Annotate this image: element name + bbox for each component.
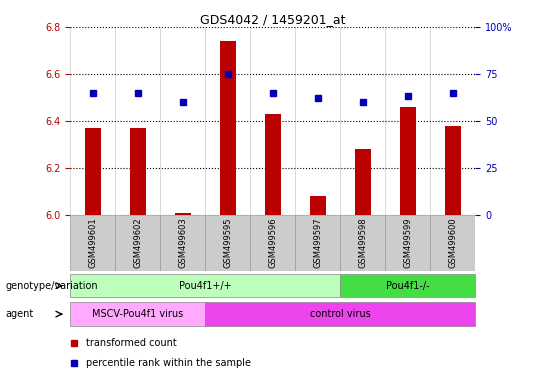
Bar xyxy=(175,213,191,215)
Text: genotype/variation: genotype/variation xyxy=(5,281,98,291)
Text: GSM499597: GSM499597 xyxy=(313,218,322,268)
Bar xyxy=(205,302,475,326)
Bar xyxy=(115,215,160,271)
Text: transformed count: transformed count xyxy=(86,338,177,348)
Text: GSM499596: GSM499596 xyxy=(268,218,277,268)
Bar xyxy=(295,215,340,271)
Text: percentile rank within the sample: percentile rank within the sample xyxy=(86,358,252,368)
Bar xyxy=(160,215,205,271)
Bar xyxy=(385,215,430,271)
Bar xyxy=(340,215,385,271)
Bar xyxy=(85,128,100,215)
Text: GSM499601: GSM499601 xyxy=(88,218,97,268)
Bar xyxy=(205,215,250,271)
Title: GDS4042 / 1459201_at: GDS4042 / 1459201_at xyxy=(200,13,346,26)
Text: Pou4f1+/+: Pou4f1+/+ xyxy=(179,281,232,291)
Bar xyxy=(70,215,115,271)
Text: GSM499600: GSM499600 xyxy=(448,218,457,268)
Text: GSM499599: GSM499599 xyxy=(403,218,412,268)
Bar xyxy=(400,107,416,215)
Bar xyxy=(430,215,475,271)
Text: agent: agent xyxy=(5,309,33,319)
Text: control virus: control virus xyxy=(310,309,370,319)
Bar xyxy=(250,215,295,271)
Text: MSCV-Pou4f1 virus: MSCV-Pou4f1 virus xyxy=(92,309,183,319)
Text: GSM499602: GSM499602 xyxy=(133,218,142,268)
Bar xyxy=(340,274,475,298)
Bar xyxy=(355,149,370,215)
Text: GSM499598: GSM499598 xyxy=(358,218,367,268)
Bar xyxy=(70,302,205,326)
Bar xyxy=(130,128,146,215)
Bar xyxy=(310,196,326,215)
Bar xyxy=(70,274,340,298)
Bar xyxy=(445,126,461,215)
Text: GSM499603: GSM499603 xyxy=(178,217,187,268)
Text: GSM499595: GSM499595 xyxy=(223,218,232,268)
Bar xyxy=(265,114,281,215)
Text: Pou4f1-/-: Pou4f1-/- xyxy=(386,281,429,291)
Bar xyxy=(220,41,235,215)
